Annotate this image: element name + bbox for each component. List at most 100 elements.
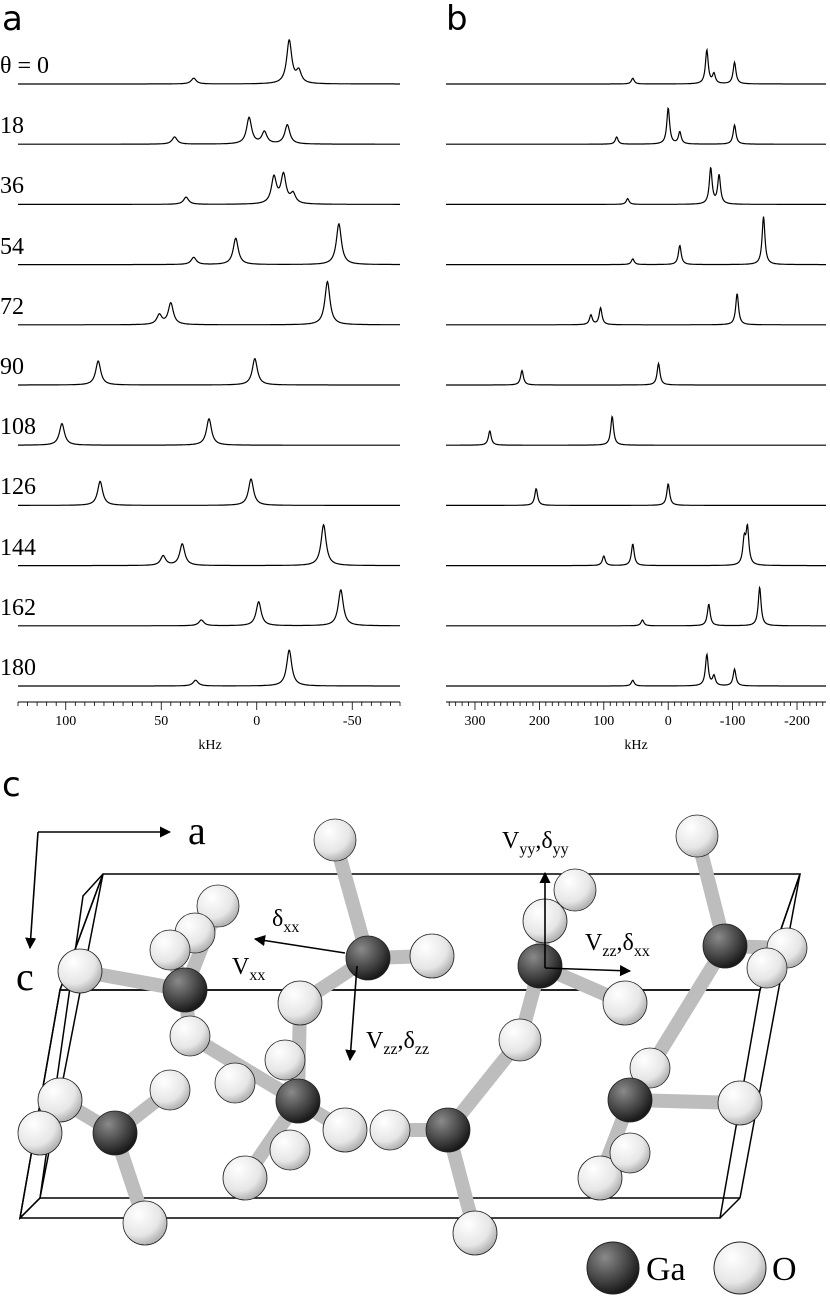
- vzz-dxx-label: Vzz,δxx: [585, 930, 650, 960]
- o-atom: [717, 1080, 763, 1126]
- spectrum-b-8: [446, 523, 826, 567]
- o-atom: [222, 1155, 268, 1201]
- tick-label-b: 200: [528, 714, 550, 729]
- o-atom: [277, 980, 323, 1026]
- tick-label-b: 100: [593, 714, 615, 729]
- tick-label-b: -100: [719, 714, 746, 729]
- spectrum-a-1: [18, 116, 400, 145]
- ga-atom: [517, 943, 563, 989]
- spectrum-a-6: [18, 417, 400, 446]
- o-atom: [264, 1039, 306, 1081]
- spectrum-a-10: [18, 649, 400, 687]
- panel-b-label: b: [446, 0, 468, 39]
- o-atom: [553, 868, 597, 912]
- bond: [644, 942, 731, 1072]
- o-atom: [498, 1018, 542, 1062]
- o-atom: [269, 1129, 311, 1171]
- angle-label-9: 162: [0, 594, 36, 621]
- o-atom: [609, 1132, 651, 1174]
- spectrum-a-2: [18, 171, 400, 205]
- vyy-label: Vyy,δyy: [502, 828, 569, 858]
- axis-indicators: [25, 826, 632, 1062]
- o-atom: [409, 933, 455, 979]
- angle-label-3: 54: [0, 233, 24, 260]
- o-atom: [577, 1155, 623, 1201]
- c-axis-arrow: [25, 831, 39, 950]
- vxx-label: Vxx: [232, 954, 265, 984]
- spectrum-a-3: [18, 222, 400, 266]
- o-atom: [313, 818, 357, 862]
- tick-label-a: -50: [342, 714, 362, 729]
- vxx-arrow: [253, 935, 346, 954]
- vzz-right-arrow: [544, 965, 632, 977]
- crystal-structure-diagram: a c Vyy,δyy δxx Vxx Vzz,δxx Vzz,δzz Ga O: [16, 808, 808, 1295]
- ga-atom: [425, 1107, 471, 1153]
- angle-label-4: 72: [0, 293, 24, 320]
- spectrum-a-8: [18, 523, 400, 567]
- o-atom: [196, 884, 240, 928]
- angle-label-8: 144: [0, 534, 36, 561]
- legend-ga-label: Ga: [646, 1251, 686, 1288]
- dxx-label: δxx: [272, 906, 299, 936]
- vzz-dzz-label: Vzz,δzz: [366, 1028, 429, 1058]
- spectrum-b-10: [446, 652, 826, 687]
- spectrum-a-4: [18, 280, 400, 326]
- atom-legend: Ga O: [586, 1241, 797, 1295]
- angle-label-0: θ = 0: [0, 53, 50, 79]
- angle-label-5: 90: [0, 354, 24, 380]
- o-atom: [322, 1107, 368, 1153]
- ga-atom: [702, 923, 748, 969]
- atoms: [17, 814, 808, 1256]
- o-atom: [746, 947, 788, 989]
- angle-label-2: 36: [0, 173, 24, 200]
- ga-atom: [92, 1110, 138, 1156]
- angle-label-6: 108: [0, 414, 36, 441]
- ga-atom: [345, 935, 391, 981]
- spectrum-a-9: [18, 589, 400, 627]
- spectrum-a-7: [18, 478, 400, 506]
- o-atom: [169, 1015, 211, 1057]
- ga-atom: [275, 1078, 321, 1124]
- spectrum-b-4: [446, 293, 826, 326]
- spectrum-a-0: [18, 39, 400, 85]
- tick-label-a: 100: [55, 714, 77, 729]
- tick-label-b: -200: [784, 714, 810, 729]
- tick-label-b: 300: [464, 714, 486, 729]
- o-atom: [629, 1047, 671, 1089]
- o-atom: [122, 1200, 168, 1246]
- spectrum-b-0: [446, 47, 826, 85]
- angle-label-7: 126: [0, 474, 36, 501]
- bonds: [56, 834, 788, 1235]
- spectrum-b-2: [446, 166, 826, 205]
- angle-label-1: 18: [0, 113, 24, 140]
- o-atom: [602, 980, 648, 1026]
- tick-label-a: 0: [253, 714, 261, 729]
- tick-label-b: 0: [664, 714, 672, 729]
- o-atom: [452, 1210, 498, 1256]
- spectrum-a-5: [18, 357, 400, 386]
- o-atom: [37, 1077, 83, 1123]
- vzz-arrow: [345, 965, 358, 1062]
- spectrum-b-9: [446, 585, 826, 627]
- o-atom: [214, 1062, 256, 1104]
- o-atom: [369, 1109, 411, 1151]
- o-atom: [149, 1069, 191, 1111]
- ga-atom: [607, 1077, 653, 1123]
- legend-o-label: O: [772, 1251, 797, 1288]
- panel-b-x-axis-label: kHz: [624, 738, 648, 753]
- legend-o-swatch: [713, 1241, 767, 1295]
- panel-a-x-axis-label: kHz: [198, 738, 222, 753]
- legend-ga-swatch: [586, 1241, 640, 1295]
- o-atom: [57, 948, 103, 994]
- panel-c-label: c: [2, 765, 21, 805]
- tick-label-a: 50: [154, 714, 169, 729]
- o-atom: [149, 929, 191, 971]
- angle-label-10: 180: [0, 655, 36, 681]
- a-axis-label: a: [188, 808, 206, 853]
- c-axis-label: c: [16, 954, 34, 999]
- ga-atom: [162, 967, 208, 1013]
- nmr-spectra-figure: [17, 39, 826, 710]
- o-atom: [675, 814, 719, 858]
- o-atom: [17, 1110, 63, 1156]
- spectrum-b-3: [446, 216, 826, 266]
